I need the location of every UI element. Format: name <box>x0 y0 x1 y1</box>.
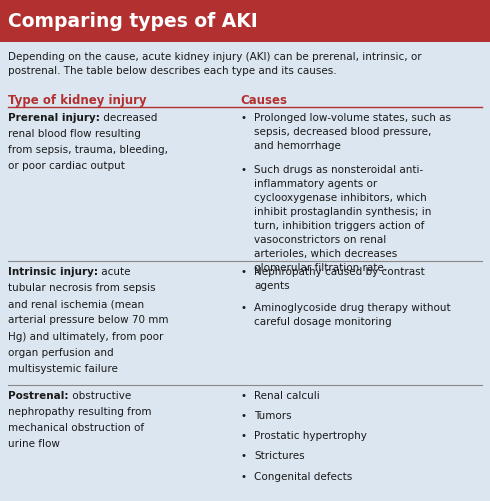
Text: •: • <box>240 451 246 461</box>
Text: or poor cardiac output: or poor cardiac output <box>8 161 125 171</box>
Text: •: • <box>240 267 246 277</box>
Text: obstructive: obstructive <box>69 391 131 401</box>
Text: renal blood flow resulting: renal blood flow resulting <box>8 129 141 139</box>
Text: •: • <box>240 165 246 175</box>
Text: Prerenal injury:: Prerenal injury: <box>8 113 100 123</box>
Text: Nephropathy caused by contrast
agents: Nephropathy caused by contrast agents <box>254 267 425 291</box>
Text: Comparing types of AKI: Comparing types of AKI <box>8 12 258 31</box>
Text: nephropathy resulting from: nephropathy resulting from <box>8 407 151 417</box>
Text: Prolonged low-volume states, such as
sepsis, decreased blood pressure,
and hemor: Prolonged low-volume states, such as sep… <box>254 113 451 151</box>
Text: •: • <box>240 431 246 441</box>
Text: Causes: Causes <box>240 94 287 107</box>
Text: tubular necrosis from sepsis: tubular necrosis from sepsis <box>8 283 156 293</box>
Text: Congenital defects: Congenital defects <box>254 471 352 481</box>
Text: Hg) and ultimately, from poor: Hg) and ultimately, from poor <box>8 332 163 342</box>
Text: organ perfusion and: organ perfusion and <box>8 348 114 358</box>
Text: Aminoglycoside drug therapy without
careful dosage monitoring: Aminoglycoside drug therapy without care… <box>254 303 451 327</box>
Text: Type of kidney injury: Type of kidney injury <box>8 94 147 107</box>
Text: •: • <box>240 411 246 421</box>
Text: Prostatic hypertrophy: Prostatic hypertrophy <box>254 431 367 441</box>
Text: and renal ischemia (mean: and renal ischemia (mean <box>8 299 144 309</box>
Text: mechanical obstruction of: mechanical obstruction of <box>8 423 144 433</box>
Text: from sepsis, trauma, bleeding,: from sepsis, trauma, bleeding, <box>8 145 168 155</box>
Text: •: • <box>240 113 246 123</box>
Text: arterial pressure below 70 mm: arterial pressure below 70 mm <box>8 316 169 326</box>
Text: •: • <box>240 391 246 401</box>
Text: urine flow: urine flow <box>8 439 60 449</box>
Text: Tumors: Tumors <box>254 411 292 421</box>
Text: Postrenal:: Postrenal: <box>8 391 69 401</box>
Text: Depending on the cause, acute kidney injury (AKI) can be prerenal, intrinsic, or: Depending on the cause, acute kidney inj… <box>8 52 421 76</box>
Text: Strictures: Strictures <box>254 451 305 461</box>
Text: Renal calculi: Renal calculi <box>254 391 320 401</box>
Text: Intrinsic injury:: Intrinsic injury: <box>8 267 98 277</box>
Bar <box>0 0 490 42</box>
Text: •: • <box>240 471 246 481</box>
Text: •: • <box>240 303 246 313</box>
Text: multisystemic failure: multisystemic failure <box>8 364 118 374</box>
Text: decreased: decreased <box>100 113 157 123</box>
Text: Such drugs as nonsteroidal anti-
inflammatory agents or
cyclooxygenase inhibitor: Such drugs as nonsteroidal anti- inflamm… <box>254 165 431 274</box>
Text: acute: acute <box>98 267 130 277</box>
